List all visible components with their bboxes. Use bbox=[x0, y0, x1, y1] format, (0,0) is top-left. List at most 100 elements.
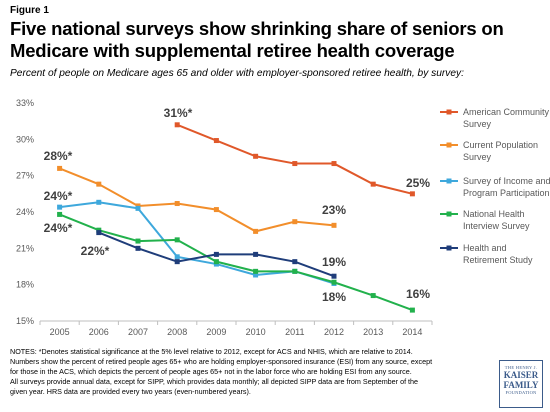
legend-swatch-marker bbox=[446, 245, 452, 251]
legend-item-5: Health and Retirement Study bbox=[440, 243, 533, 265]
data-point bbox=[253, 153, 259, 159]
notes: NOTES: *Denotes statistical significance… bbox=[10, 347, 462, 397]
data-point bbox=[57, 211, 63, 217]
data-point bbox=[213, 259, 219, 265]
data-point bbox=[174, 237, 180, 243]
data-point bbox=[331, 279, 337, 285]
data-point bbox=[370, 293, 376, 299]
y-tick-label: 21% bbox=[16, 243, 34, 253]
x-tick-label: 2009 bbox=[206, 327, 226, 337]
chart-data-labels: 31%* 28%* 24%* 24%* 22%* 23% 19% 18% 25% 16% bbox=[44, 106, 431, 304]
x-tick-label: 2006 bbox=[89, 327, 109, 337]
legend-label: American Community bbox=[463, 107, 550, 117]
data-label: 16% bbox=[406, 287, 430, 301]
data-label: 24%* bbox=[44, 221, 73, 235]
legend-swatch-marker bbox=[446, 142, 452, 148]
data-point bbox=[370, 181, 376, 187]
figure-label: Figure 1 bbox=[10, 5, 49, 16]
series-line bbox=[59, 213, 413, 312]
data-label: 31%* bbox=[164, 106, 193, 120]
y-tick-label: 27% bbox=[16, 171, 34, 181]
data-label: 24%* bbox=[44, 189, 73, 203]
notes-line: for those in the ACS, which depicts the … bbox=[10, 367, 412, 376]
data-point bbox=[292, 219, 298, 225]
data-point bbox=[135, 245, 141, 251]
y-tick-label: 33% bbox=[16, 98, 34, 108]
logo-line: FOUNDATION bbox=[505, 390, 537, 395]
series-1 bbox=[174, 122, 415, 197]
data-label: 28%* bbox=[44, 149, 73, 163]
data-point bbox=[331, 273, 337, 279]
data-point bbox=[96, 181, 102, 187]
legend-label: Survey bbox=[463, 119, 492, 129]
data-point bbox=[57, 204, 63, 210]
notes-line: Numbers show the percent of retired peop… bbox=[10, 357, 433, 366]
data-point bbox=[292, 161, 298, 167]
legend-label: Program Participation bbox=[463, 188, 550, 198]
legend-label: Survey bbox=[463, 152, 492, 162]
legend-label: National Health bbox=[463, 209, 525, 219]
data-point bbox=[292, 259, 298, 265]
data-point bbox=[57, 165, 63, 171]
line-chart: 15% 18% 21% 24% 27% 30% 33% 2005 2006 2007 2008 200… bbox=[16, 98, 550, 337]
data-point bbox=[174, 254, 180, 260]
y-tick-label: 30% bbox=[16, 134, 34, 144]
series-5 bbox=[96, 230, 337, 279]
legend-label: Health and bbox=[463, 243, 507, 253]
kff-logo: THE HENRY J. KAISER FAMILY FOUNDATION bbox=[499, 360, 543, 408]
y-tick-label: 24% bbox=[16, 207, 34, 217]
data-label: 23% bbox=[322, 203, 346, 217]
series-line bbox=[176, 123, 413, 195]
legend-label: Retirement Study bbox=[463, 255, 533, 265]
legend-swatch-marker bbox=[446, 211, 452, 217]
logo-line: FAMILY bbox=[503, 380, 539, 390]
legend-swatch-marker bbox=[446, 109, 452, 115]
series-line bbox=[59, 167, 335, 233]
logo-line: KAISER bbox=[503, 370, 539, 380]
data-point bbox=[174, 201, 180, 207]
y-tick-label: 15% bbox=[16, 316, 34, 326]
x-tick-label: 2008 bbox=[167, 327, 187, 337]
data-point bbox=[213, 207, 219, 213]
data-point bbox=[253, 251, 259, 257]
logo-line: THE HENRY J. bbox=[504, 365, 538, 370]
chart-axes: 15% 18% 21% 24% 27% 30% 33% 2005 2006 2007 2008 200… bbox=[16, 98, 433, 337]
x-tick-label: 2007 bbox=[128, 327, 148, 337]
legend-item-1: American Community Survey bbox=[440, 107, 550, 129]
data-label: 18% bbox=[322, 290, 346, 304]
legend-label: Survey of Income and bbox=[463, 176, 550, 186]
data-point bbox=[96, 199, 102, 205]
data-point bbox=[409, 191, 415, 197]
data-point bbox=[213, 138, 219, 144]
legend-item-2: Current Population Survey bbox=[440, 140, 538, 162]
data-point bbox=[292, 268, 298, 274]
chart-title: Five national surveys show shrinking sha… bbox=[10, 18, 504, 61]
data-point bbox=[174, 122, 180, 128]
legend-item-3: Survey of Income and Program Participatio… bbox=[440, 176, 550, 198]
data-point bbox=[253, 272, 259, 278]
x-tick-label: 2014 bbox=[402, 327, 422, 337]
data-point bbox=[253, 268, 259, 274]
series-4 bbox=[57, 211, 415, 313]
data-point bbox=[409, 307, 415, 313]
data-point bbox=[135, 205, 141, 211]
chart-series bbox=[57, 122, 415, 313]
x-tick-label: 2005 bbox=[50, 327, 70, 337]
data-point bbox=[331, 161, 337, 167]
x-tick-label: 2011 bbox=[285, 327, 304, 337]
data-point bbox=[96, 230, 102, 236]
data-point bbox=[174, 259, 180, 265]
x-tick-label: 2013 bbox=[363, 327, 383, 337]
notes-line: All surveys provide annual data, except … bbox=[10, 377, 419, 386]
x-tick-label: 2012 bbox=[324, 327, 344, 337]
data-point bbox=[253, 228, 259, 234]
legend-label: Interview Survey bbox=[463, 221, 530, 231]
chart-subtitle: Percent of people on Medicare ages 65 an… bbox=[10, 68, 464, 79]
data-label: 25% bbox=[406, 176, 430, 190]
data-label: 19% bbox=[322, 255, 346, 269]
data-point bbox=[331, 222, 337, 228]
legend-label: Current Population bbox=[463, 140, 538, 150]
legend-swatch-marker bbox=[446, 178, 452, 184]
notes-line: NOTES: *Denotes statistical significance… bbox=[10, 347, 413, 356]
